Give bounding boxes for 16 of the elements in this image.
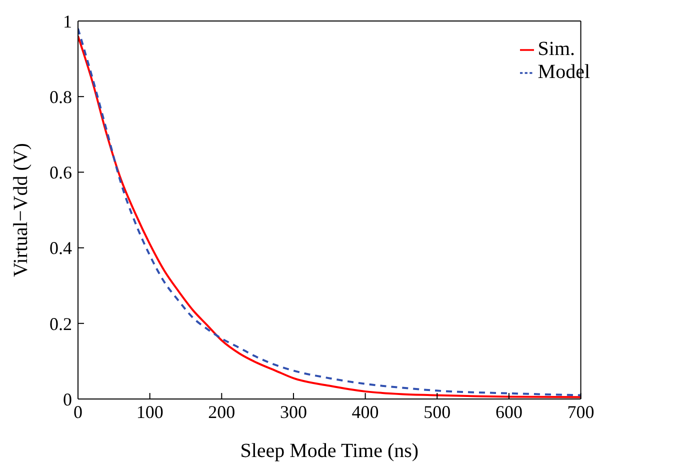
x-tick-label: 300: [280, 402, 307, 422]
x-tick-label: 700: [567, 402, 594, 422]
x-tick-label: 600: [495, 402, 522, 422]
y-tick-label: 0.6: [50, 162, 72, 183]
y-tick-label: 0.4: [50, 238, 72, 258]
y-tick-label: 0.2: [50, 314, 72, 334]
legend-label: Sim.: [538, 38, 576, 60]
y-tick-label: 0: [63, 389, 72, 410]
x-tick-label: 200: [208, 402, 236, 422]
y-axis-title: Virtual−Vdd (V): [10, 143, 32, 277]
y-tick-label: 0.8: [50, 86, 72, 107]
x-tick-label: 500: [424, 402, 451, 422]
x-axis-title: Sleep Mode Time (ns): [240, 440, 419, 462]
x-tick-label: 400: [352, 402, 379, 422]
x-tick-label: 100: [136, 402, 164, 422]
y-tick-label: 1: [63, 11, 72, 32]
